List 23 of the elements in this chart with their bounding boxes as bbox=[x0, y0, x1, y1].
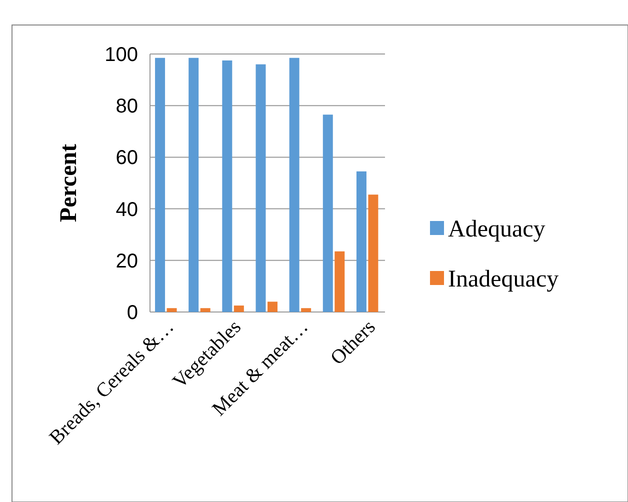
bar bbox=[334, 251, 345, 312]
y-axis-title: Percent bbox=[56, 144, 82, 222]
bar bbox=[289, 58, 300, 312]
bar bbox=[256, 64, 266, 312]
y-tick-label: 60 bbox=[116, 147, 138, 170]
bar bbox=[222, 60, 232, 312]
legend-label: Adequacy bbox=[448, 216, 546, 242]
bar bbox=[234, 306, 244, 312]
y-tick-label: 80 bbox=[116, 96, 138, 118]
y-tick-label: 0 bbox=[126, 302, 138, 324]
y-tick-label: 40 bbox=[116, 198, 138, 221]
bar bbox=[301, 308, 312, 312]
bar bbox=[166, 308, 177, 312]
y-tick-label: 20 bbox=[116, 250, 138, 272]
y-tick-label: 100 bbox=[104, 44, 138, 66]
legend-label: Inadequacy bbox=[448, 266, 559, 292]
bar bbox=[155, 58, 166, 312]
bar bbox=[188, 58, 199, 312]
bar bbox=[268, 302, 278, 312]
bar bbox=[200, 308, 210, 312]
bar bbox=[356, 171, 366, 312]
bar bbox=[368, 194, 378, 312]
bar bbox=[322, 114, 333, 312]
